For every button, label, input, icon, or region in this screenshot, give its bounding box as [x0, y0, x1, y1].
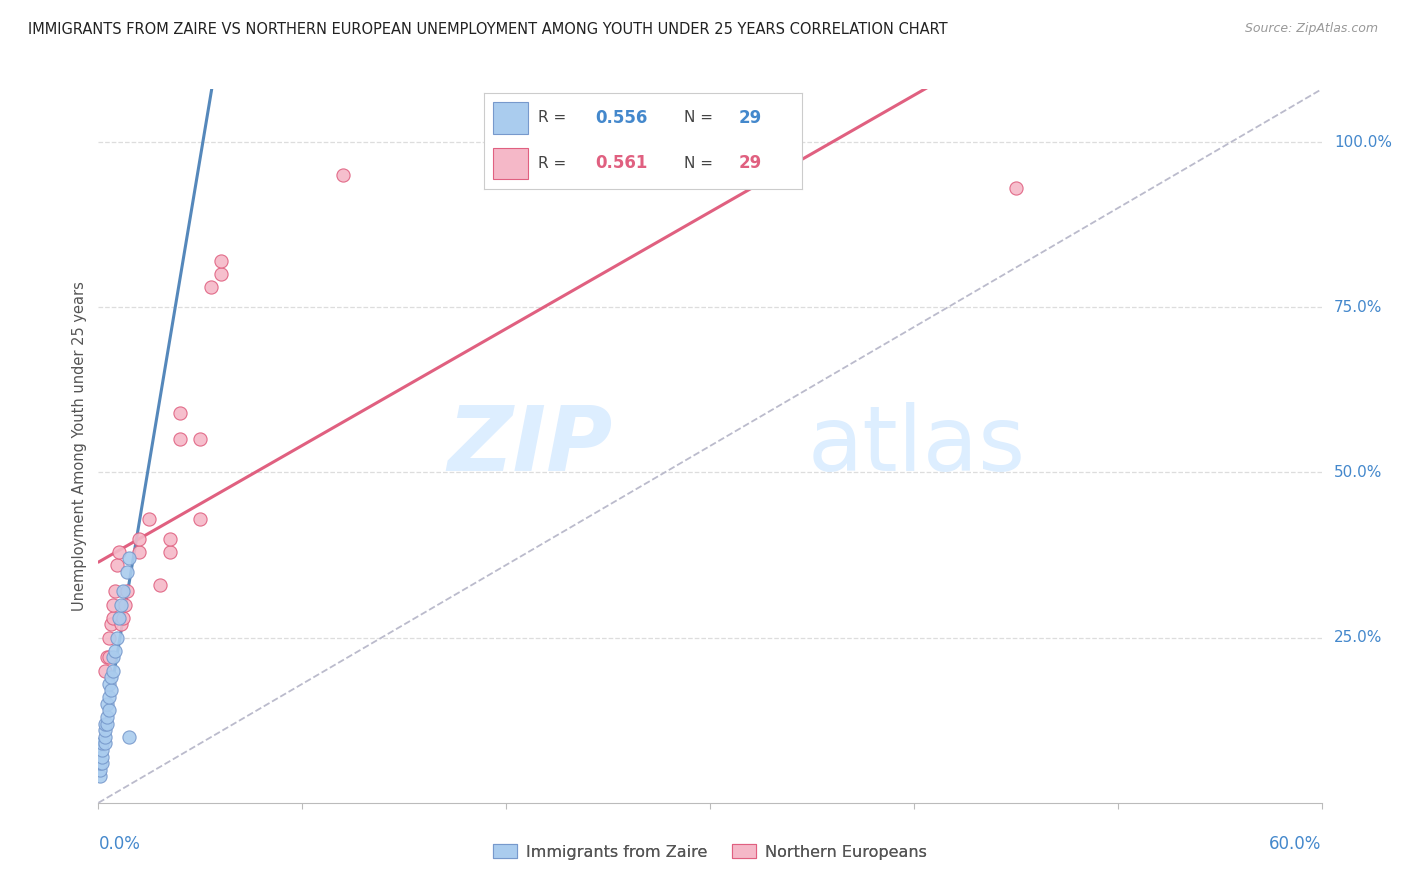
Point: [105, 631, 128, 645]
Point: [209, 267, 232, 281]
Text: 25.0%: 25.0%: [1334, 630, 1382, 645]
Point: [96, 710, 118, 724]
Point: [89, 769, 111, 783]
Text: 50.0%: 50.0%: [1334, 465, 1382, 480]
Text: ZIP: ZIP: [447, 402, 612, 490]
Point: [118, 551, 141, 566]
Text: 0.0%: 0.0%: [98, 835, 141, 853]
Point: [97, 677, 120, 691]
Point: [100, 683, 122, 698]
Point: [114, 598, 136, 612]
Point: [128, 532, 150, 546]
Point: [100, 670, 122, 684]
Point: [96, 697, 118, 711]
Point: [100, 617, 122, 632]
Point: [159, 545, 181, 559]
Point: [93, 723, 115, 738]
Point: [97, 690, 120, 704]
Point: [97, 650, 120, 665]
Point: [111, 584, 134, 599]
Point: [1004, 181, 1026, 195]
Point: [93, 716, 115, 731]
Text: 100.0%: 100.0%: [1334, 135, 1392, 150]
Point: [91, 743, 114, 757]
Point: [104, 644, 127, 658]
Point: [188, 511, 212, 525]
Point: [93, 664, 115, 678]
Legend: Immigrants from Zaire, Northern Europeans: Immigrants from Zaire, Northern European…: [486, 838, 934, 866]
Point: [91, 736, 114, 750]
Point: [169, 406, 191, 420]
Text: Source: ZipAtlas.com: Source: ZipAtlas.com: [1244, 22, 1378, 36]
Point: [105, 558, 128, 572]
Text: 75.0%: 75.0%: [1334, 300, 1382, 315]
Point: [89, 756, 111, 771]
Point: [89, 763, 111, 777]
Point: [118, 730, 141, 744]
Point: [115, 565, 138, 579]
Point: [108, 611, 131, 625]
Point: [188, 433, 212, 447]
Point: [101, 664, 124, 678]
Text: IMMIGRANTS FROM ZAIRE VS NORTHERN EUROPEAN UNEMPLOYMENT AMONG YOUTH UNDER 25 YEA: IMMIGRANTS FROM ZAIRE VS NORTHERN EUROPE…: [28, 22, 948, 37]
Point: [108, 545, 131, 559]
Point: [101, 598, 124, 612]
Point: [332, 168, 354, 182]
Point: [209, 254, 232, 268]
Point: [93, 736, 115, 750]
Text: 60.0%: 60.0%: [1270, 835, 1322, 853]
Point: [169, 433, 191, 447]
Point: [91, 749, 114, 764]
Point: [159, 532, 181, 546]
Point: [97, 631, 120, 645]
Point: [97, 703, 120, 717]
Point: [101, 650, 124, 665]
Y-axis label: Unemployment Among Youth under 25 years: Unemployment Among Youth under 25 years: [72, 281, 87, 611]
Point: [101, 611, 124, 625]
Point: [91, 756, 114, 771]
Point: [93, 730, 115, 744]
Point: [111, 611, 134, 625]
Point: [110, 598, 132, 612]
Point: [104, 584, 127, 599]
Point: [138, 511, 160, 525]
Point: [128, 545, 150, 559]
Point: [115, 584, 138, 599]
Point: [200, 280, 222, 294]
Point: [149, 578, 172, 592]
Point: [96, 716, 118, 731]
Point: [110, 617, 132, 632]
Text: atlas: atlas: [808, 402, 1026, 490]
Point: [96, 650, 118, 665]
